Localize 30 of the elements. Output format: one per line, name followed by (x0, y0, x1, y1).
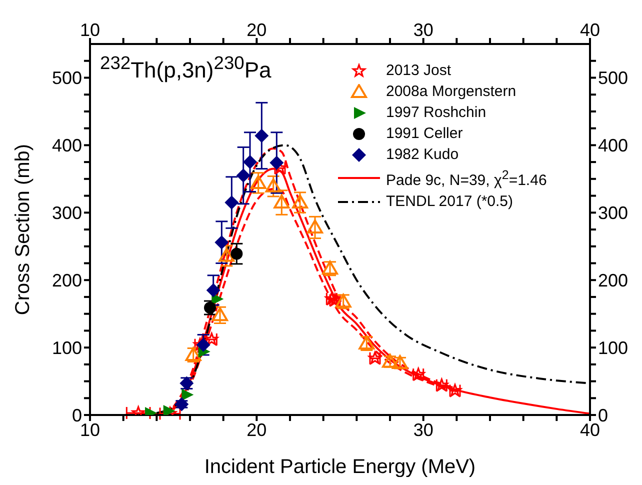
x2-tick-label: 30 (413, 420, 434, 440)
legend-label: Pade 9c, N=39, χ$^{2}$=1.46 (386, 167, 547, 191)
legend-label: 1982 Kudo (386, 145, 459, 165)
legend-label: 2013 Jost (386, 61, 452, 81)
legend-label: 1997 Roshchin (386, 103, 486, 123)
y-tick-label: 0 (72, 405, 82, 426)
y-tick-label: 300 (52, 203, 82, 224)
y2-tick-label: 200 (598, 270, 628, 290)
legend-label: TENDL 2017 (*0.5) (386, 192, 514, 212)
x2-tick-label: 10 (80, 420, 100, 440)
legend-label: 2008a Morgenstern (386, 82, 516, 102)
x-tick-label: 10 (80, 20, 100, 40)
x-tick-label: 20 (246, 20, 267, 40)
y2-tick-label: 500 (598, 68, 628, 88)
y2-tick-label: 400 (598, 136, 628, 156)
x-tick-label: 40 (580, 20, 600, 40)
legend-label: 1991 Celler (386, 124, 463, 144)
x-axis-title: Incident Particle Energy (MeV) (204, 456, 476, 478)
x-tick-label: 30 (413, 20, 434, 40)
x2-tick-label: 40 (580, 420, 600, 440)
y2-tick-label: 300 (598, 203, 628, 224)
y-axis-title: Cross Section (mb) (12, 144, 34, 316)
y-tick-label: 500 (52, 68, 82, 88)
y-tick-label: 200 (52, 270, 82, 290)
y-tick-label: 400 (52, 136, 82, 156)
y2-tick-label: 100 (598, 338, 628, 358)
text: $^{232}$Th(p,3n)$^{230}$Pa (100, 52, 272, 84)
y2-tick-label: 0 (598, 405, 608, 426)
y-tick-label: 100 (52, 338, 82, 358)
x2-tick-label: 20 (246, 420, 267, 440)
